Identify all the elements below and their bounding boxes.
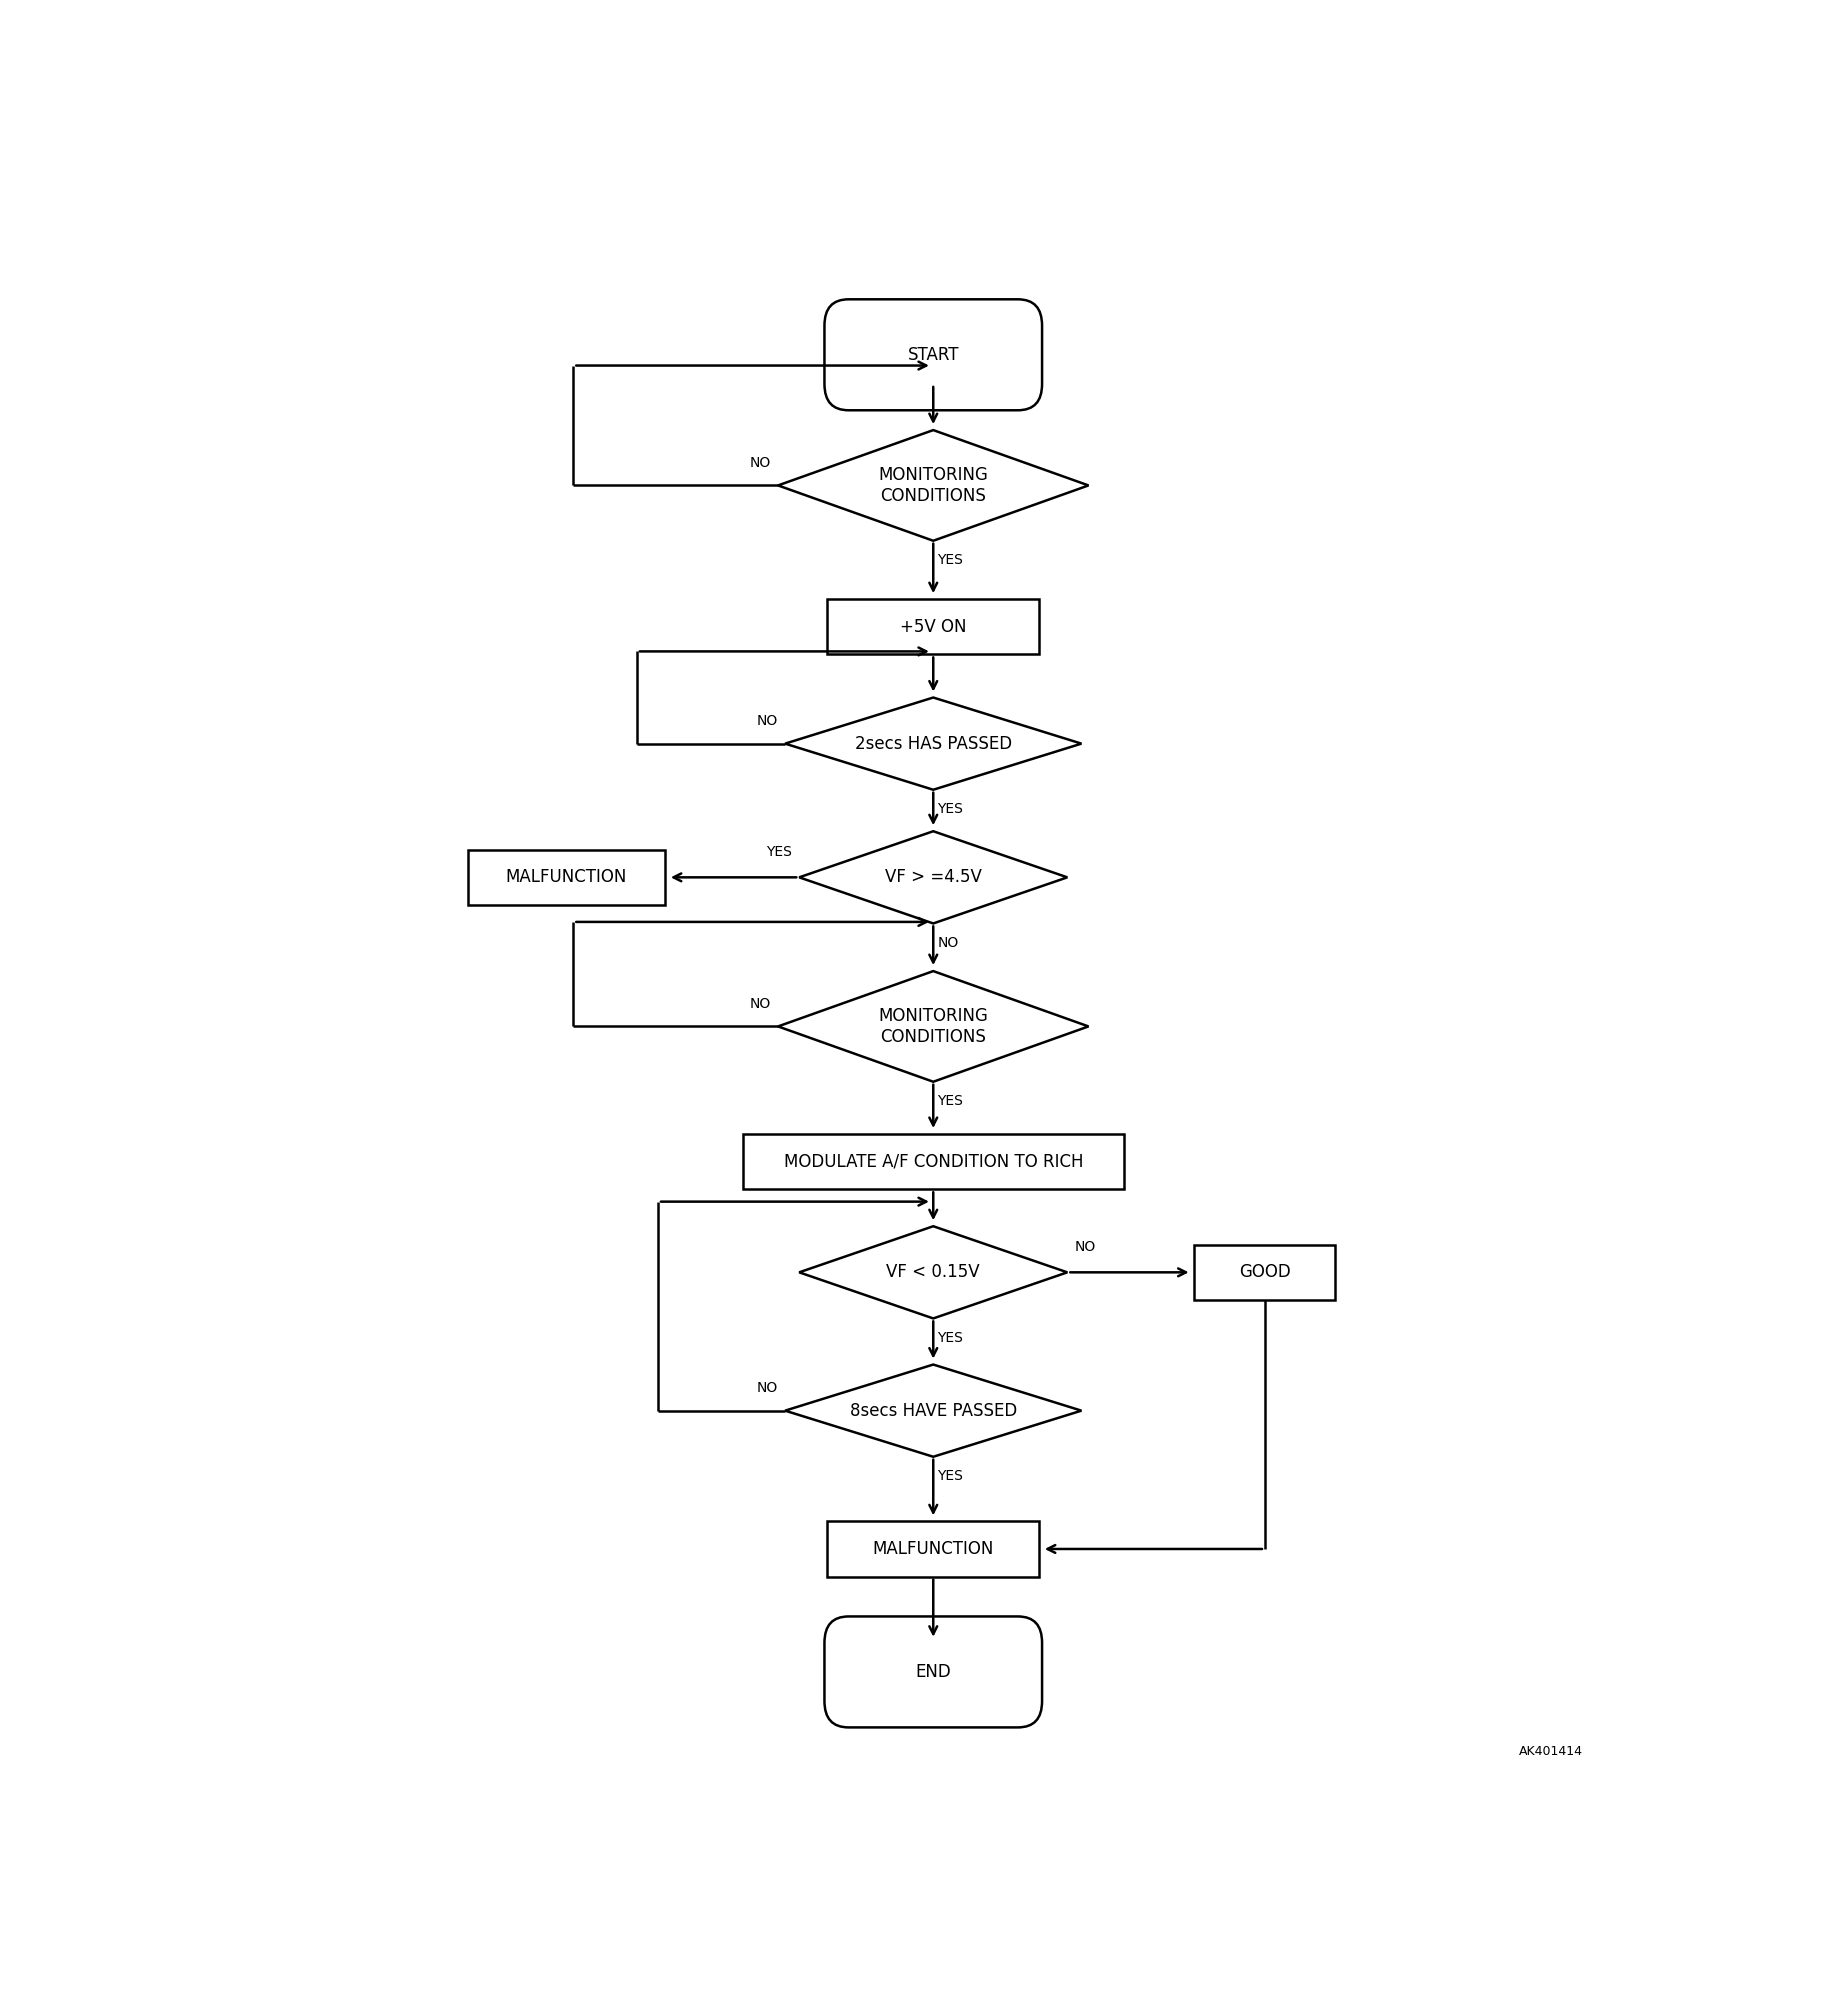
Text: YES: YES <box>767 844 792 858</box>
Text: NO: NO <box>938 936 958 950</box>
Text: NO: NO <box>1074 1240 1096 1253</box>
Text: MONITORING
CONDITIONS: MONITORING CONDITIONS <box>878 465 989 505</box>
Text: VF > =4.5V: VF > =4.5V <box>885 868 982 886</box>
Text: NO: NO <box>750 455 770 471</box>
Bar <box>827 599 1040 655</box>
FancyBboxPatch shape <box>825 299 1042 411</box>
Text: YES: YES <box>938 1469 963 1483</box>
Polygon shape <box>799 830 1067 924</box>
Text: NO: NO <box>750 998 770 1012</box>
Text: AK401414: AK401414 <box>1519 1745 1582 1758</box>
Polygon shape <box>785 1365 1082 1457</box>
Text: MONITORING
CONDITIONS: MONITORING CONDITIONS <box>878 1008 989 1046</box>
Text: YES: YES <box>938 1094 963 1108</box>
Polygon shape <box>778 972 1089 1082</box>
Text: MALFUNCTION: MALFUNCTION <box>872 1541 994 1559</box>
Text: YES: YES <box>938 1331 963 1345</box>
Text: YES: YES <box>938 553 963 567</box>
Text: END: END <box>916 1663 951 1681</box>
Text: MALFUNCTION: MALFUNCTION <box>506 868 626 886</box>
Text: NO: NO <box>758 715 778 729</box>
Bar <box>468 850 665 904</box>
Polygon shape <box>785 697 1082 790</box>
Text: +5V ON: +5V ON <box>900 619 967 637</box>
Bar <box>1195 1246 1335 1299</box>
Polygon shape <box>799 1226 1067 1319</box>
Text: YES: YES <box>938 802 963 816</box>
Text: VF < 0.15V: VF < 0.15V <box>887 1263 980 1281</box>
Text: GOOD: GOOD <box>1238 1263 1291 1281</box>
Text: 2secs HAS PASSED: 2secs HAS PASSED <box>854 735 1012 752</box>
Polygon shape <box>778 429 1089 541</box>
FancyBboxPatch shape <box>825 1617 1042 1727</box>
Text: NO: NO <box>758 1381 778 1395</box>
Text: 8secs HAVE PASSED: 8secs HAVE PASSED <box>850 1401 1016 1419</box>
Bar <box>743 1134 1124 1190</box>
Text: START: START <box>907 345 960 363</box>
Text: MODULATE A/F CONDITION TO RICH: MODULATE A/F CONDITION TO RICH <box>783 1152 1083 1172</box>
Bar <box>827 1521 1040 1577</box>
